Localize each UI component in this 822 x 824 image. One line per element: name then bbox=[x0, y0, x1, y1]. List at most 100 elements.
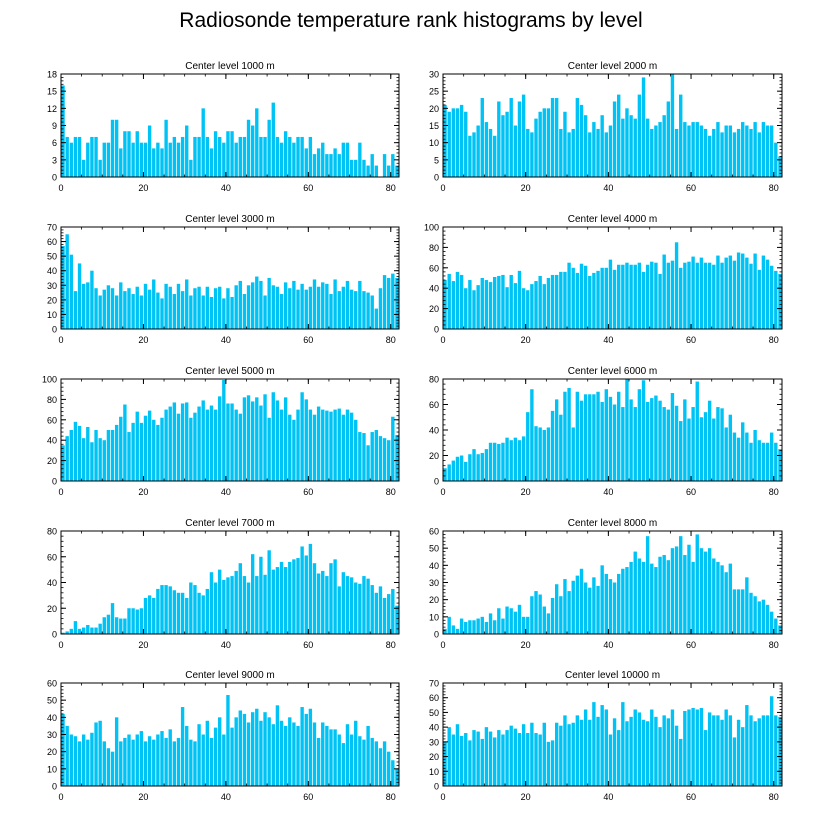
bar bbox=[695, 262, 699, 329]
bar bbox=[455, 724, 460, 786]
bar bbox=[683, 262, 687, 329]
bar bbox=[370, 154, 374, 177]
bar bbox=[712, 715, 716, 786]
bar bbox=[583, 265, 588, 329]
bar bbox=[687, 544, 691, 634]
bar bbox=[271, 724, 275, 786]
bar bbox=[354, 159, 358, 177]
bar bbox=[114, 617, 119, 634]
bar bbox=[250, 282, 255, 329]
bar bbox=[73, 421, 78, 481]
bar bbox=[81, 283, 86, 329]
bar bbox=[123, 404, 127, 481]
bar bbox=[98, 720, 102, 786]
bar bbox=[160, 417, 164, 481]
bar bbox=[480, 616, 484, 634]
bar bbox=[579, 263, 584, 329]
bar bbox=[172, 741, 177, 786]
bar bbox=[567, 591, 571, 634]
y-tick-label: 80 bbox=[47, 527, 57, 537]
bar bbox=[362, 739, 366, 786]
bar bbox=[395, 435, 399, 481]
bar bbox=[567, 387, 571, 481]
x-tick-label: 80 bbox=[769, 640, 779, 650]
bar bbox=[447, 111, 451, 177]
bar bbox=[205, 588, 210, 634]
bar bbox=[488, 442, 493, 481]
bar bbox=[316, 573, 321, 634]
bar bbox=[378, 436, 383, 481]
y-tick-label: 60 bbox=[47, 237, 57, 247]
bar bbox=[530, 722, 534, 786]
panel-title: Center level 7000 m bbox=[185, 518, 275, 529]
y-tick-label: 60 bbox=[429, 400, 439, 410]
bar bbox=[761, 599, 766, 634]
bar bbox=[119, 282, 123, 329]
bar bbox=[73, 736, 78, 786]
bar bbox=[329, 563, 333, 634]
bar bbox=[563, 271, 567, 329]
bar bbox=[732, 589, 737, 634]
bar bbox=[526, 290, 530, 329]
bar bbox=[300, 707, 304, 786]
x-tick-label: 20 bbox=[521, 335, 531, 345]
chart-panel-10: Center level 10000 m 0 10 20 30 40 50 60 70 0 20 40… bbox=[429, 670, 783, 802]
bar bbox=[517, 733, 522, 786]
bar bbox=[329, 729, 333, 786]
bar bbox=[720, 262, 724, 329]
bar bbox=[455, 271, 460, 329]
bar bbox=[488, 128, 493, 177]
bar bbox=[81, 159, 86, 177]
bar bbox=[579, 104, 584, 177]
bar bbox=[459, 455, 464, 481]
bar bbox=[255, 708, 259, 786]
bar bbox=[341, 414, 346, 481]
bar bbox=[769, 125, 774, 177]
bar bbox=[753, 122, 757, 177]
bar bbox=[612, 269, 617, 329]
bar bbox=[391, 273, 395, 329]
bar bbox=[90, 270, 94, 329]
y-tick-label: 50 bbox=[429, 708, 439, 718]
bar bbox=[164, 737, 168, 786]
bar bbox=[304, 148, 308, 177]
x-tick-label: 0 bbox=[440, 335, 445, 345]
bar bbox=[666, 560, 671, 634]
bar bbox=[283, 567, 288, 634]
y-tick-label: 60 bbox=[47, 552, 57, 562]
y-tick-label: 6 bbox=[52, 138, 57, 148]
bar bbox=[769, 611, 774, 634]
bar bbox=[156, 292, 160, 329]
bar bbox=[443, 741, 447, 786]
bar bbox=[670, 709, 675, 786]
bar bbox=[275, 705, 280, 786]
x-tick-label: 40 bbox=[221, 335, 231, 345]
bar bbox=[325, 576, 329, 634]
bar bbox=[728, 563, 733, 634]
bar bbox=[152, 148, 156, 177]
bar bbox=[546, 741, 551, 786]
bar bbox=[337, 154, 341, 177]
bar bbox=[127, 131, 131, 177]
bar bbox=[69, 628, 73, 634]
chart-panel-4: Center level 4000 m 0 20 40 60 80 100 0 20 40 60 80 bbox=[424, 214, 783, 345]
bar bbox=[279, 720, 284, 786]
x-tick-label: 0 bbox=[58, 183, 63, 193]
bar bbox=[366, 165, 370, 177]
bar bbox=[633, 264, 637, 329]
bar bbox=[139, 422, 144, 481]
bar bbox=[131, 739, 135, 786]
bar bbox=[271, 569, 275, 635]
y-tick-label: 20 bbox=[429, 104, 439, 114]
bar bbox=[625, 379, 629, 481]
bar bbox=[81, 627, 86, 634]
bar bbox=[102, 289, 106, 329]
bar bbox=[724, 572, 728, 634]
bar bbox=[234, 285, 238, 329]
bar bbox=[583, 394, 588, 481]
y-tick-label: 50 bbox=[429, 544, 439, 554]
bar bbox=[152, 739, 156, 786]
bar bbox=[691, 708, 695, 786]
bar bbox=[769, 265, 774, 329]
y-tick-label: 25 bbox=[429, 87, 439, 97]
